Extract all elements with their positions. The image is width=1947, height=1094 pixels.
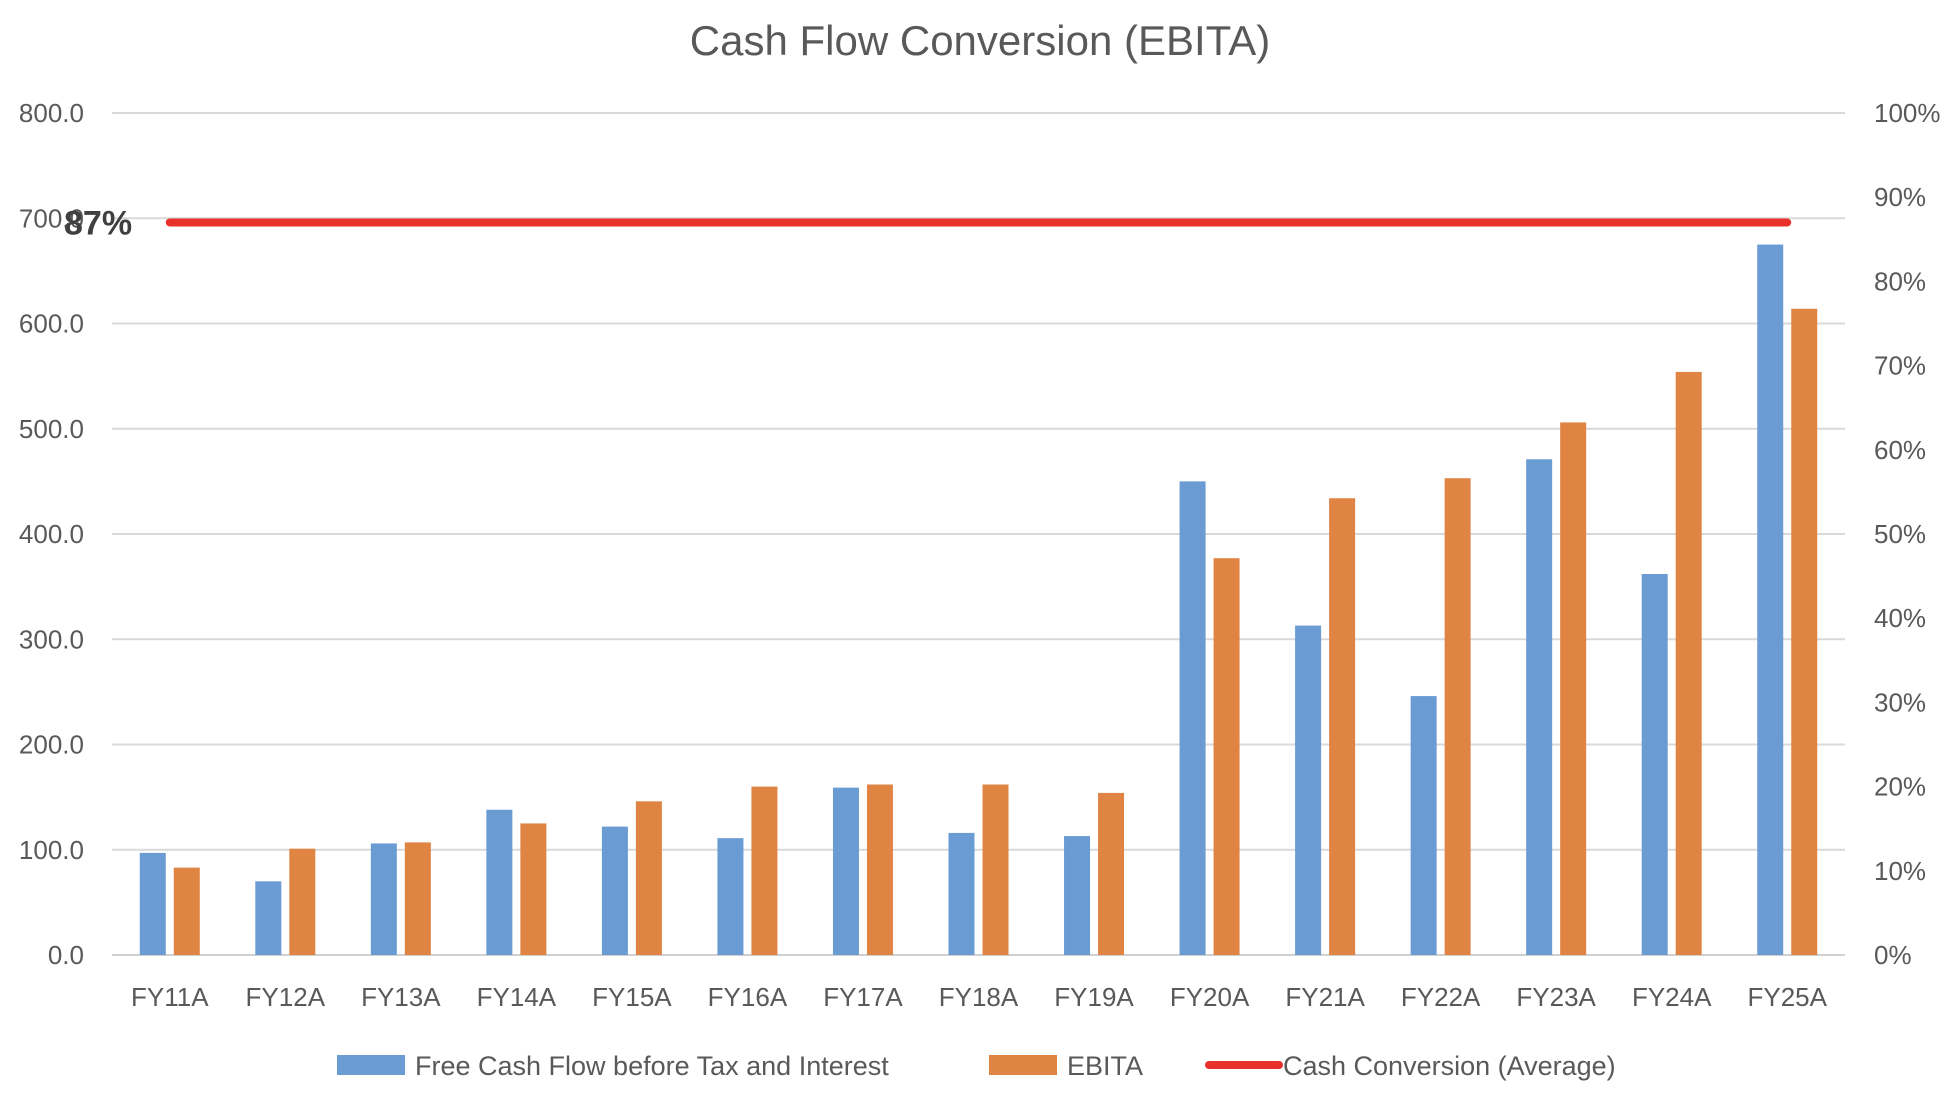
bar-fcf-fy24a	[1641, 573, 1668, 955]
legend-swatch	[989, 1055, 1057, 1075]
right-axis-ticks: 0% 10% 20% 30% 40% 50% 60% 70% 80% 90% 100%	[1874, 98, 1941, 970]
bar-fcf-fy23a	[1526, 459, 1553, 955]
category-label: FY25A	[1747, 982, 1827, 1012]
right-tick-label: 90%	[1874, 182, 1926, 212]
left-axis-ticks: 0.0 100.0 200.0 300.0 400.0 500.0 600.0 700.0 80…	[19, 98, 84, 970]
bar-ebita-fy15a	[635, 801, 662, 955]
left-tick-label: 200.0	[19, 730, 84, 760]
bar-fcf-fy25a	[1757, 244, 1784, 955]
category-label: FY11A	[131, 982, 209, 1012]
right-tick-label: 0%	[1874, 940, 1912, 970]
bar-fcf-fy18a	[948, 832, 975, 955]
bar-ebita-fy21a	[1329, 498, 1356, 955]
right-tick-label: 30%	[1874, 687, 1926, 717]
bar-ebita-fy16a	[751, 786, 778, 955]
bar-fcf-fy14a	[486, 809, 513, 955]
bar-fcf-fy11a	[139, 852, 166, 955]
bar-fcf-fy22a	[1410, 696, 1437, 955]
bar-fcf-fy16a	[717, 838, 744, 955]
legend-swatch	[337, 1055, 405, 1075]
bar-ebita-fy20a	[1213, 558, 1240, 955]
gridlines	[112, 112, 1845, 956]
left-tick-label: 700.0	[19, 203, 84, 233]
left-tick-label: 400.0	[19, 519, 84, 549]
bar-fcf-fy19a	[1064, 836, 1091, 955]
legend-label: EBITA	[1067, 1051, 1143, 1081]
right-tick-label: 40%	[1874, 603, 1926, 633]
bar-ebita-fy12a	[289, 848, 316, 955]
category-label: FY17A	[823, 982, 903, 1012]
category-label: FY23A	[1516, 982, 1596, 1012]
category-label: FY18A	[939, 982, 1019, 1012]
bar-ebita-fy11a	[173, 867, 200, 955]
bar-ebita-fy23a	[1560, 422, 1587, 955]
category-label: FY21A	[1285, 982, 1365, 1012]
left-tick-label: 600.0	[19, 309, 84, 339]
category-label: FY20A	[1170, 982, 1250, 1012]
chart-title: Cash Flow Conversion (EBITA)	[690, 17, 1270, 64]
right-tick-label: 80%	[1874, 266, 1926, 296]
bar-fcf-fy15a	[601, 826, 628, 955]
legend: Free Cash Flow before Tax and Interest EB…	[337, 1051, 1616, 1081]
category-label: FY16A	[708, 982, 788, 1012]
bar-fcf-fy13a	[370, 843, 397, 955]
category-label: FY22A	[1401, 982, 1481, 1012]
right-tick-label: 20%	[1874, 772, 1926, 802]
left-tick-label: 500.0	[19, 414, 84, 444]
right-tick-label: 100%	[1874, 98, 1941, 128]
left-tick-label: 0.0	[48, 940, 84, 970]
category-label: FY12A	[246, 982, 326, 1012]
bar-ebita-fy25a	[1791, 308, 1818, 955]
category-label: FY13A	[361, 982, 441, 1012]
left-tick-label: 800.0	[19, 98, 84, 128]
bar-ebita-fy13a	[404, 842, 431, 955]
bars	[139, 244, 1818, 955]
bar-fcf-fy21a	[1295, 625, 1322, 955]
legend-label: Free Cash Flow before Tax and Interest	[415, 1051, 889, 1081]
left-tick-label: 100.0	[19, 835, 84, 865]
left-tick-label: 300.0	[19, 624, 84, 654]
bar-ebita-fy19a	[1098, 792, 1125, 955]
bar-ebita-fy17a	[866, 784, 893, 955]
average-line-group: 87%	[64, 204, 1792, 242]
bar-fcf-fy17a	[832, 787, 859, 955]
legend-label: Cash Conversion (Average)	[1283, 1051, 1616, 1081]
category-label: FY19A	[1054, 982, 1134, 1012]
average-line-label: 87%	[64, 204, 132, 242]
bar-ebita-fy22a	[1444, 478, 1471, 955]
bar-ebita-fy14a	[520, 823, 547, 955]
bar-ebita-fy24a	[1675, 371, 1702, 955]
category-label: FY15A	[592, 982, 672, 1012]
category-axis: FY11A FY12A FY13A FY14A FY15A FY16A FY17A FY18A…	[131, 982, 1828, 1012]
right-tick-label: 60%	[1874, 435, 1926, 465]
bar-fcf-fy20a	[1179, 481, 1206, 955]
category-label: FY14A	[477, 982, 557, 1012]
bar-fcf-fy12a	[255, 881, 282, 955]
right-tick-label: 50%	[1874, 519, 1926, 549]
bar-ebita-fy18a	[982, 784, 1009, 955]
right-tick-label: 10%	[1874, 856, 1926, 886]
right-tick-label: 70%	[1874, 351, 1926, 381]
category-label: FY24A	[1632, 982, 1712, 1012]
